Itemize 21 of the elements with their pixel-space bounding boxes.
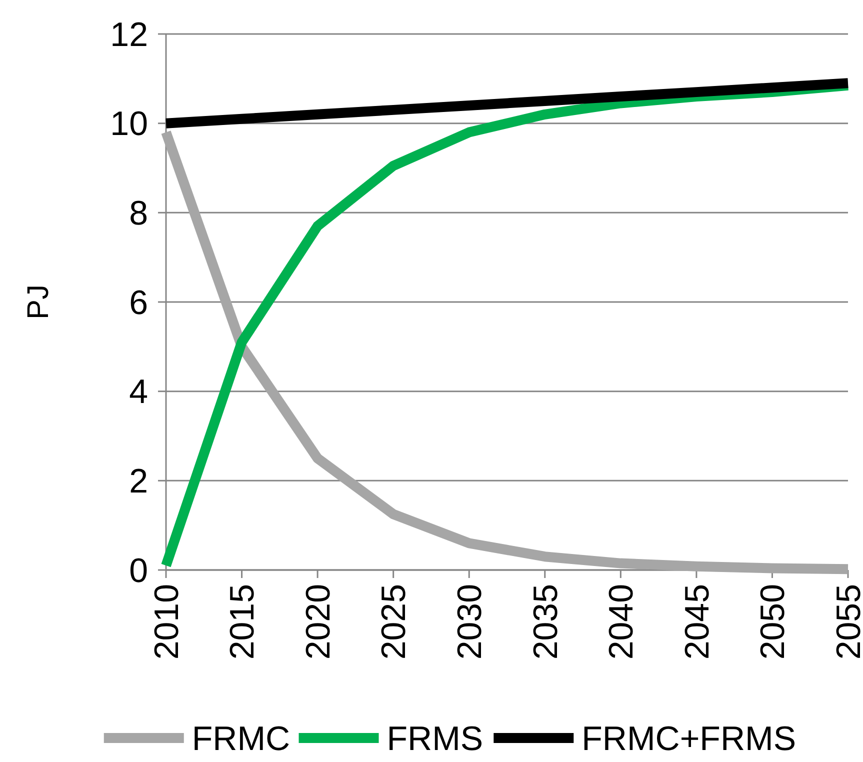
x-tick-label: 2040: [602, 584, 641, 660]
legend-label: FRMC: [192, 720, 290, 758]
legend-label: FRMC+FRMS: [582, 720, 796, 758]
x-tick-label: 2030: [451, 584, 490, 660]
x-tick-label: 2035: [526, 584, 565, 660]
y-tick-label: 8: [129, 194, 148, 233]
x-tick-label: 2055: [830, 584, 863, 660]
y-tick-label: 10: [110, 105, 148, 144]
x-tick-label: 2020: [299, 584, 338, 660]
x-tick-label: 2045: [678, 584, 716, 660]
x-tick-label: 2015: [224, 584, 262, 660]
legend-label: FRMS: [386, 720, 484, 758]
x-tick-label: 2010: [148, 584, 186, 660]
y-axis-title: PJ: [22, 284, 55, 320]
y-tick-label: 0: [129, 552, 148, 590]
y-tick-label: 12: [110, 16, 148, 54]
y-tick-label: 6: [129, 284, 148, 322]
x-tick-label: 2025: [375, 584, 414, 660]
y-tick-label: 4: [129, 373, 148, 412]
y-tick-label: 2: [129, 462, 148, 501]
x-tick-label: 2050: [754, 584, 792, 660]
